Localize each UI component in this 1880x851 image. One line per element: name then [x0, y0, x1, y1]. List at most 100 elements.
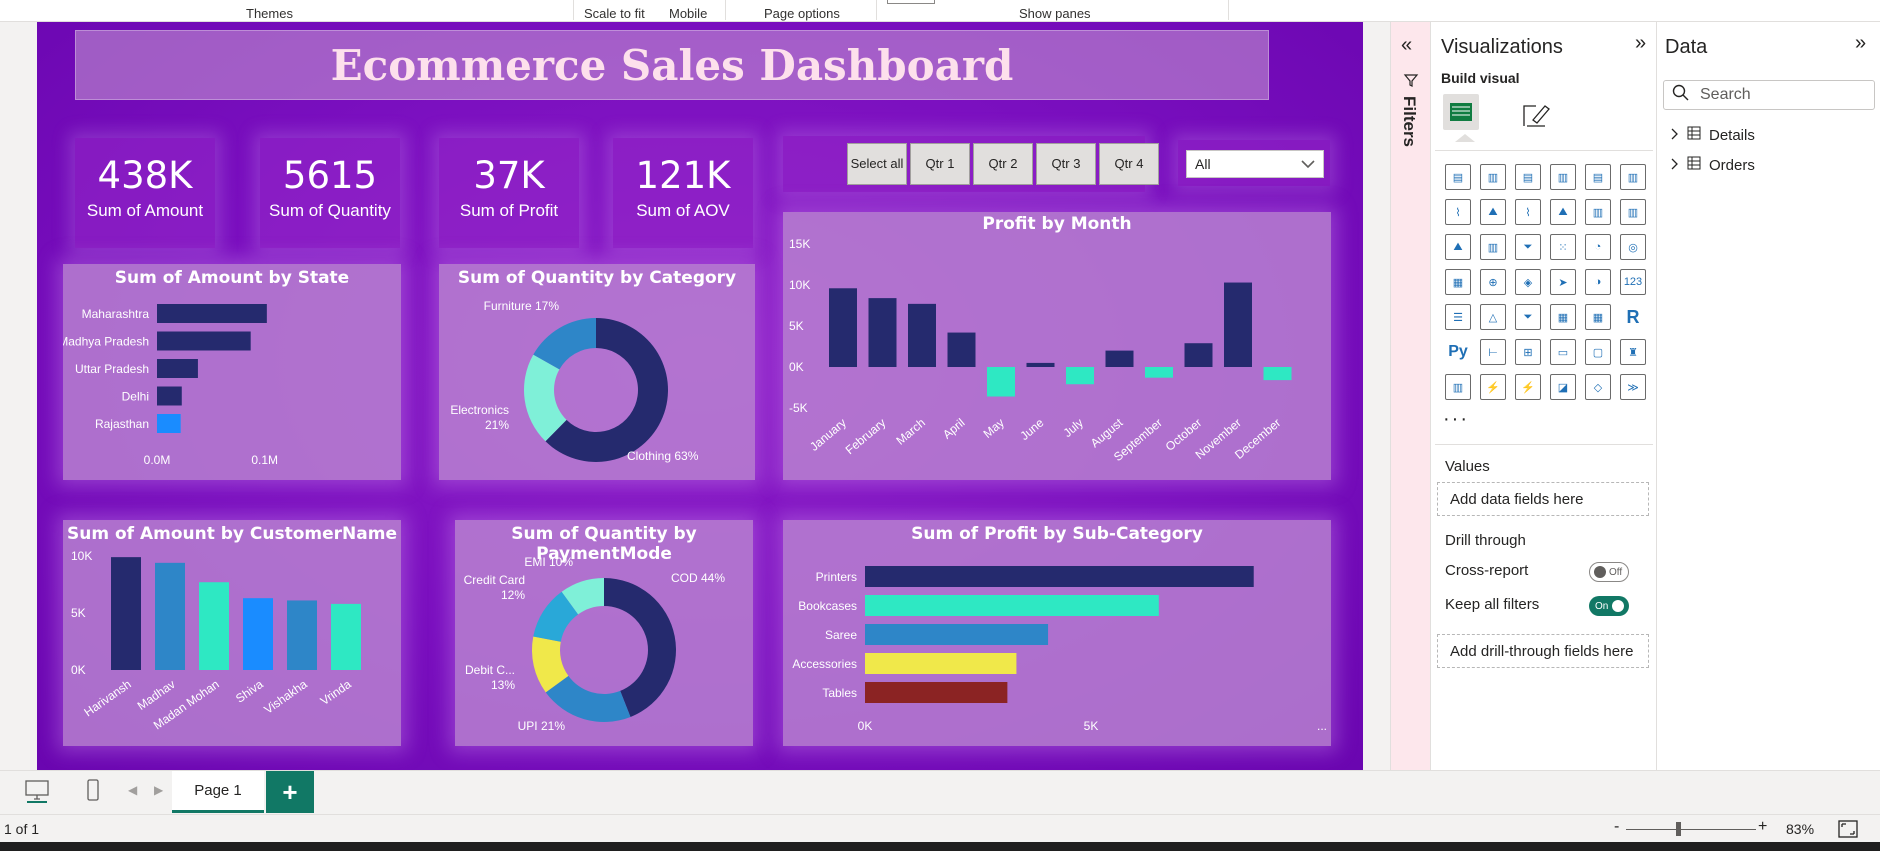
cross-report-label: Cross-report — [1445, 562, 1529, 579]
visual-type-icon[interactable]: △ — [1480, 304, 1506, 330]
slicer-select-all[interactable]: Select all — [847, 143, 907, 185]
customer-bar-chart[interactable]: Sum of Amount by CustomerName 10K 5K 0K Har… — [63, 520, 401, 746]
cross-report-toggle[interactable]: Off — [1589, 562, 1629, 582]
visual-type-icon[interactable]: ⌇ — [1515, 199, 1541, 225]
visual-type-icon[interactable]: ⏷ — [1515, 304, 1541, 330]
collapse-left-icon[interactable]: « — [1401, 34, 1413, 56]
add-page-button[interactable]: + — [266, 771, 314, 813]
visual-type-icon[interactable]: ☰ — [1445, 304, 1471, 330]
zoom-slider-thumb[interactable] — [1676, 822, 1681, 836]
visual-type-icon[interactable]: ▤ — [1445, 164, 1471, 190]
visual-type-icon[interactable]: ⚡ — [1480, 374, 1506, 400]
visual-type-icon[interactable]: ◎ — [1620, 234, 1646, 260]
axis-tick-label: Rajasthan — [95, 417, 149, 431]
visual-type-icon[interactable]: ▥ — [1480, 234, 1506, 260]
axis-tick-label: 5K — [71, 606, 86, 620]
visual-type-icon[interactable]: ♜ — [1620, 339, 1646, 365]
visual-type-icon[interactable]: ≫ — [1620, 374, 1646, 400]
visual-type-icon[interactable]: ◪ — [1550, 374, 1576, 400]
kpi-card-amount[interactable]: 438K Sum of Amount — [75, 138, 215, 248]
subcategory-bar-chart[interactable]: Sum of Profit by Sub-Category Printers Bo… — [783, 520, 1331, 746]
visual-type-icon[interactable]: ▤ — [1585, 164, 1611, 190]
themes-label[interactable]: Themes — [246, 6, 293, 21]
state-bar-chart[interactable]: Sum of Amount by State Maharashtra Madhya… — [63, 264, 401, 480]
ribbon-button-edge[interactable] — [887, 0, 935, 4]
visual-type-icon[interactable]: ⚡ — [1515, 374, 1541, 400]
kpi-card-quantity[interactable]: 5615 Sum of Quantity — [260, 138, 400, 248]
more-visuals-icon[interactable]: ··· — [1443, 408, 1469, 430]
fit-to-page-icon[interactable] — [1838, 820, 1858, 843]
slicer-qtr1[interactable]: Qtr 1 — [910, 143, 970, 185]
mobile-label[interactable]: Mobile — [669, 6, 708, 21]
visual-type-icon[interactable]: ◑ — [1585, 269, 1611, 295]
visual-type-icon[interactable]: Py — [1445, 339, 1471, 365]
visual-type-icon[interactable]: ◈ — [1515, 269, 1541, 295]
visual-type-icon[interactable]: ⛰ — [1480, 199, 1506, 225]
dropdown-field[interactable]: All — [1186, 150, 1324, 178]
visual-type-icon[interactable]: ▭ — [1550, 339, 1576, 365]
table-item-details[interactable]: Details — [1671, 126, 1755, 144]
expand-right-icon[interactable]: » — [1635, 32, 1647, 54]
profit-month-chart[interactable]: Profit by Month 15K 10K 5K 0K -5K January Febr… — [783, 212, 1331, 480]
visual-type-icon[interactable]: ▤ — [1515, 164, 1541, 190]
visual-type-icon[interactable]: ⌇ — [1445, 199, 1471, 225]
zoom-in-button[interactable]: + — [1758, 818, 1768, 835]
visual-type-icon[interactable]: ⊢ — [1480, 339, 1506, 365]
tab-page-1[interactable]: Page 1 — [172, 771, 264, 813]
search-box[interactable]: Search — [1663, 80, 1875, 110]
bar — [157, 414, 181, 433]
visual-type-icon[interactable]: ⛰ — [1445, 234, 1471, 260]
expand-right-icon[interactable]: » — [1855, 32, 1867, 54]
next-page-icon[interactable]: ▶ — [154, 783, 164, 797]
visual-type-icon[interactable]: ▥ — [1550, 164, 1576, 190]
visual-type-icon[interactable]: ◔ — [1585, 234, 1611, 260]
slicer-qtr3[interactable]: Qtr 3 — [1036, 143, 1096, 185]
visual-type-icon[interactable]: ⏷ — [1515, 234, 1541, 260]
kpi-card-profit[interactable]: 37K Sum of Profit — [439, 138, 579, 248]
slicer-qtr2[interactable]: Qtr 2 — [973, 143, 1033, 185]
visual-type-icon[interactable]: ▦ — [1550, 304, 1576, 330]
visual-type-icon[interactable]: ▥ — [1620, 199, 1646, 225]
visual-type-icon[interactable]: ⊞ — [1515, 339, 1541, 365]
visual-type-icon[interactable]: ▦ — [1445, 269, 1471, 295]
zoom-out-button[interactable]: - — [1614, 818, 1620, 835]
mobile-view-icon[interactable] — [86, 779, 100, 808]
visual-type-icon[interactable]: ▥ — [1585, 199, 1611, 225]
visual-type-icon[interactable]: ⊕ — [1480, 269, 1506, 295]
donut-slice — [524, 354, 567, 442]
kpi-value: 121K — [635, 154, 731, 197]
kpi-card-aov[interactable]: 121K Sum of AOV — [613, 138, 753, 248]
build-visual-tab-icon[interactable] — [1443, 94, 1479, 130]
prev-page-icon[interactable]: ◀ — [128, 783, 138, 797]
visual-type-icon[interactable]: ▢ — [1585, 339, 1611, 365]
visual-type-icon[interactable]: ⛰ — [1550, 199, 1576, 225]
visual-type-icon[interactable]: ⁙ — [1550, 234, 1576, 260]
table-item-orders[interactable]: Orders — [1671, 156, 1755, 174]
format-visual-tab-icon[interactable] — [1521, 100, 1551, 135]
visual-type-icon[interactable]: ▥ — [1620, 164, 1646, 190]
visual-type-icon[interactable]: ▥ — [1445, 374, 1471, 400]
desktop-view-icon[interactable] — [24, 779, 50, 808]
chart-title: Sum of Profit by Sub-Category — [911, 524, 1203, 544]
filters-pane[interactable]: « Filters — [1390, 22, 1430, 770]
axis-tick-label: 0.1M — [251, 453, 278, 467]
visual-type-icon[interactable]: 123 — [1620, 269, 1646, 295]
drill-through-drop-field[interactable]: Add drill-through fields here — [1437, 634, 1649, 668]
visual-type-icon[interactable]: ▥ — [1480, 164, 1506, 190]
show-panes-label[interactable]: Show panes — [1019, 6, 1091, 21]
page-options-label[interactable]: Page options — [764, 6, 840, 21]
payment-donut-chart[interactable]: Sum of Quantity by PaymentMode COD 44% UP… — [455, 520, 753, 746]
scale-to-fit-label[interactable]: Scale to fit — [584, 6, 645, 21]
slicer-qtr4[interactable]: Qtr 4 — [1099, 143, 1159, 185]
zoom-slider-track[interactable] — [1626, 829, 1756, 830]
visual-type-icon[interactable]: R — [1620, 304, 1646, 330]
keep-all-filters-toggle[interactable]: On — [1589, 596, 1629, 616]
visual-type-icon[interactable]: ◇ — [1585, 374, 1611, 400]
bar — [243, 598, 273, 670]
visual-type-icon[interactable]: ▦ — [1585, 304, 1611, 330]
values-drop-field[interactable]: Add data fields here — [1437, 482, 1649, 516]
visual-type-icon[interactable]: ➤ — [1550, 269, 1576, 295]
axis-tick-label: Shiva — [233, 677, 266, 706]
category-donut-chart[interactable]: Sum of Quantity by Category Clothing 63%… — [439, 264, 755, 480]
axis-tick-label: Accessories — [792, 657, 857, 671]
